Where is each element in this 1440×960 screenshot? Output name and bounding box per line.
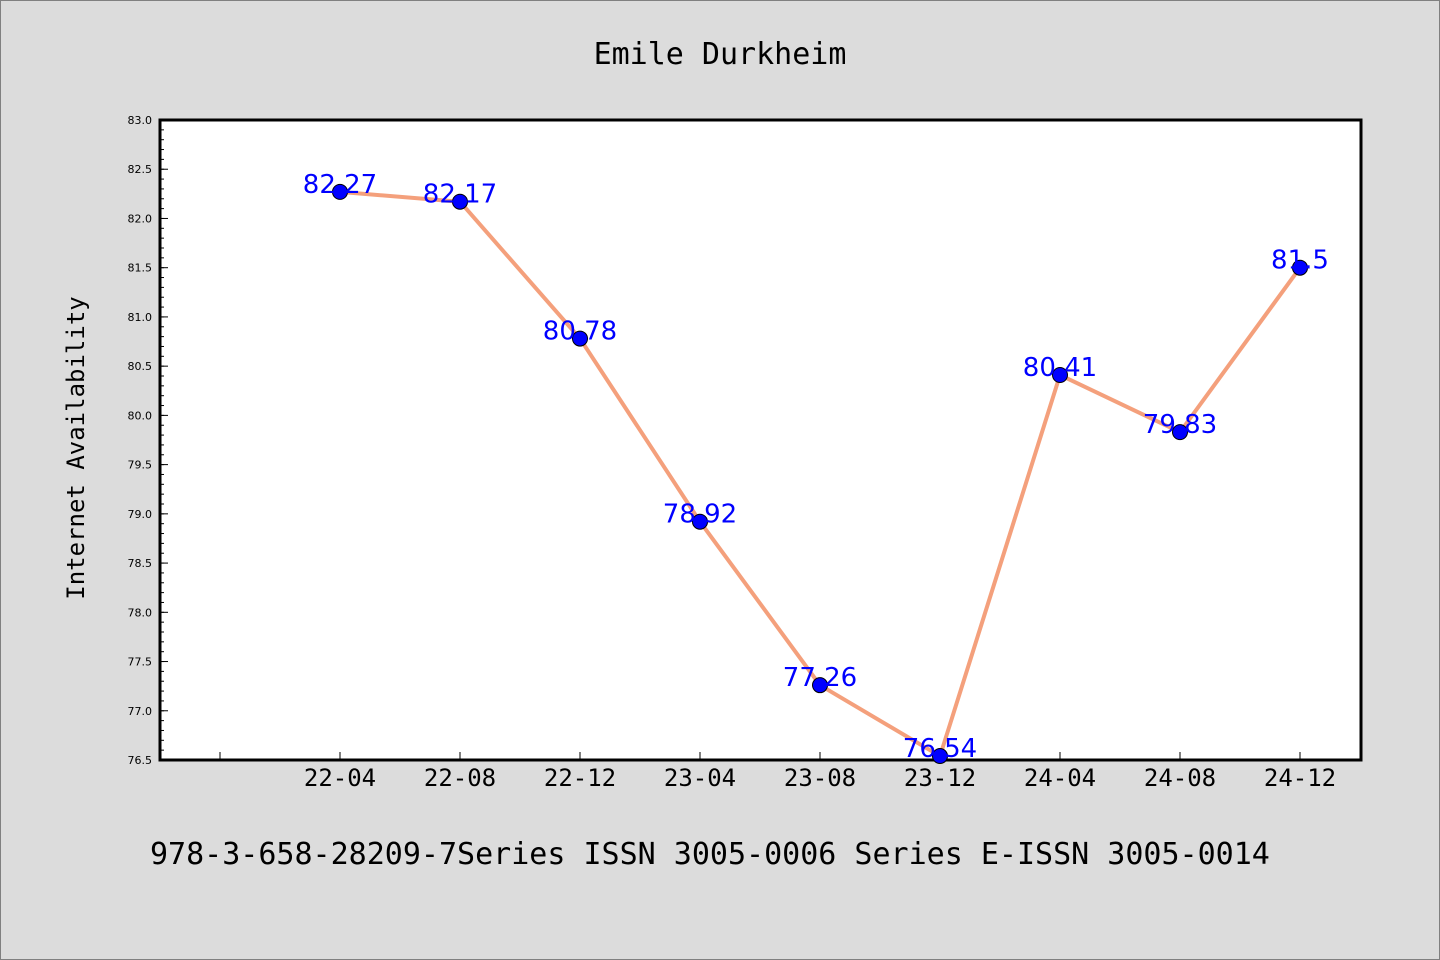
y-tick-label: 78.0 [128, 606, 153, 619]
y-tick-label: 79.0 [128, 508, 153, 521]
y-tick-label: 82.5 [128, 163, 153, 176]
y-tick-label: 77.5 [128, 656, 153, 669]
y-tick-label: 81.5 [128, 262, 153, 275]
plot-area [158, 118, 1363, 762]
data-label: 80.41 [1023, 353, 1097, 383]
y-tick-label: 79.5 [128, 459, 153, 472]
data-label: 78.92 [663, 500, 737, 530]
y-tick-label: 80.5 [128, 360, 153, 373]
data-point [572, 330, 588, 347]
data-label: 82.17 [423, 180, 497, 210]
x-tick-label: 24-12 [1264, 764, 1336, 792]
data-label: 81.5 [1271, 246, 1329, 276]
x-tick-label: 24-04 [1024, 764, 1096, 792]
series-layer: 82.27 82.17 80.78 78.92 77.26 76.54 80.41 79.83… [303, 170, 1329, 765]
y-tick-label: 80.0 [128, 409, 153, 422]
data-label: 79.83 [1143, 410, 1217, 440]
data-label: 76.54 [903, 734, 977, 764]
x-tick-label: 23-08 [784, 764, 856, 792]
data-point [452, 193, 468, 210]
chart-title: Emile Durkheim [594, 37, 847, 72]
y-axis: 76.5 77.0 77.5 78.0 78.5 79.0 79.5 80.0 80.5 81.0… [128, 114, 168, 767]
x-tick-label: 24-08 [1144, 764, 1216, 792]
y-tick-label: 77.0 [128, 705, 153, 718]
data-label: 77.26 [783, 663, 857, 693]
data-point [692, 513, 708, 530]
footer-isbn-issn: 978-3-658-28209-7Series ISSN 3005-0006 S… [150, 837, 1270, 872]
x-tick-label: 22-12 [544, 764, 616, 792]
data-label: 80.78 [543, 317, 617, 347]
x-tick-label: 23-04 [664, 764, 736, 792]
y-tick-label: 83.0 [128, 114, 153, 127]
data-point [812, 677, 828, 694]
y-tick-label: 76.5 [128, 754, 153, 767]
data-point [1172, 424, 1188, 441]
data-point [1292, 259, 1308, 276]
y-tick-label: 82.0 [128, 212, 153, 225]
x-tick-label: 22-04 [304, 764, 376, 792]
data-point [1052, 367, 1068, 384]
data-point [332, 183, 348, 200]
y-tick-label: 78.5 [128, 557, 153, 570]
x-axis: 22-04 22-08 22-12 23-04 23-08 23-12 24-04 24-08… [219, 752, 1336, 792]
x-tick-label: 22-08 [424, 764, 496, 792]
y-tick-label: 81.0 [128, 311, 153, 324]
y-axis-label: Internet Availability [62, 296, 90, 599]
data-point [932, 748, 948, 765]
x-tick-label: 23-12 [904, 764, 976, 792]
data-label: 82.27 [303, 170, 377, 200]
